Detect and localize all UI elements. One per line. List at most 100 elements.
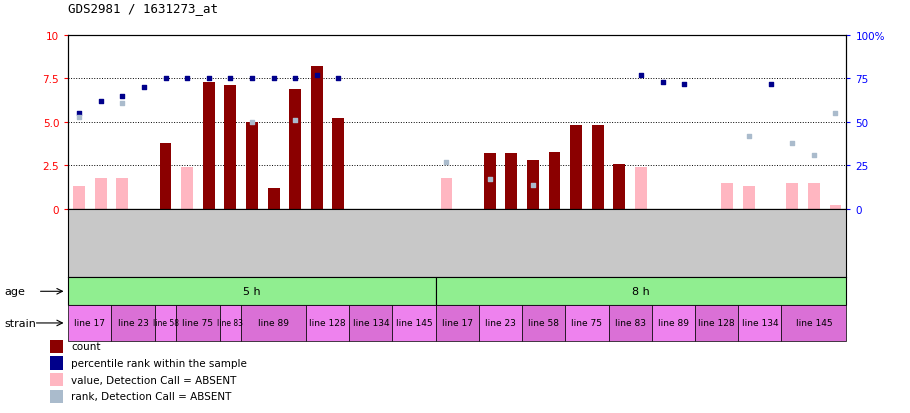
- Text: line 128: line 128: [698, 319, 735, 328]
- Point: [136, 85, 151, 91]
- Point: [677, 81, 692, 88]
- Point: [806, 152, 821, 159]
- Bar: [527, 161, 539, 209]
- Point: [115, 93, 129, 100]
- Text: line 134: line 134: [742, 319, 778, 328]
- Text: line 83: line 83: [614, 319, 646, 328]
- Bar: [830, 206, 842, 209]
- Bar: [743, 187, 755, 209]
- Bar: [95, 178, 106, 209]
- Point: [115, 100, 129, 107]
- Point: [158, 76, 173, 83]
- Bar: [50, 373, 63, 386]
- Bar: [155, 306, 177, 341]
- Bar: [68, 306, 111, 341]
- Text: count: count: [71, 342, 100, 351]
- Text: line 58: line 58: [153, 319, 178, 328]
- Bar: [311, 67, 323, 209]
- Bar: [225, 86, 237, 209]
- Text: line 89: line 89: [658, 319, 689, 328]
- Point: [245, 76, 259, 83]
- Bar: [50, 356, 63, 370]
- Bar: [116, 178, 128, 209]
- Bar: [349, 306, 392, 341]
- Text: line 134: line 134: [352, 319, 389, 328]
- Bar: [738, 306, 782, 341]
- Point: [633, 73, 648, 79]
- Point: [288, 118, 302, 124]
- Bar: [246, 123, 258, 209]
- Point: [440, 159, 454, 166]
- Text: line 128: line 128: [309, 319, 346, 328]
- Text: line 23: line 23: [117, 319, 148, 328]
- Point: [245, 119, 259, 126]
- Bar: [635, 168, 647, 209]
- Bar: [522, 306, 565, 341]
- Bar: [479, 306, 522, 341]
- Point: [201, 76, 216, 83]
- Bar: [177, 306, 219, 341]
- Point: [267, 76, 281, 83]
- Bar: [440, 178, 452, 209]
- Bar: [436, 278, 846, 306]
- Bar: [181, 168, 193, 209]
- Point: [785, 140, 800, 147]
- Text: rank, Detection Call = ABSENT: rank, Detection Call = ABSENT: [71, 392, 231, 401]
- Bar: [652, 306, 695, 341]
- Bar: [73, 187, 85, 209]
- Bar: [332, 119, 344, 209]
- Bar: [782, 306, 846, 341]
- Point: [482, 177, 497, 183]
- Bar: [571, 126, 582, 209]
- Text: strain: strain: [5, 318, 36, 328]
- Bar: [50, 340, 63, 353]
- Bar: [436, 306, 479, 341]
- Bar: [241, 306, 306, 341]
- Bar: [549, 152, 561, 209]
- Text: age: age: [5, 287, 25, 297]
- Text: line 145: line 145: [795, 319, 832, 328]
- Bar: [722, 183, 733, 209]
- Point: [288, 76, 302, 83]
- Bar: [289, 90, 301, 209]
- Point: [331, 76, 346, 83]
- Point: [828, 111, 843, 117]
- Bar: [392, 306, 436, 341]
- Bar: [111, 306, 155, 341]
- Bar: [306, 306, 349, 341]
- Bar: [268, 189, 279, 209]
- Bar: [786, 183, 798, 209]
- Bar: [50, 390, 63, 403]
- Text: percentile rank within the sample: percentile rank within the sample: [71, 358, 247, 368]
- Text: line 75: line 75: [182, 319, 214, 328]
- Text: line 83: line 83: [217, 319, 243, 328]
- Text: GDS2981 / 1631273_at: GDS2981 / 1631273_at: [68, 2, 218, 15]
- Text: 8 h: 8 h: [632, 287, 650, 297]
- Bar: [609, 306, 652, 341]
- Bar: [505, 154, 517, 209]
- Bar: [484, 154, 496, 209]
- Point: [526, 182, 541, 188]
- Text: line 145: line 145: [396, 319, 432, 328]
- Point: [309, 73, 324, 79]
- Point: [655, 79, 670, 86]
- Bar: [695, 306, 738, 341]
- Bar: [808, 183, 820, 209]
- Bar: [613, 164, 625, 209]
- Point: [72, 114, 86, 121]
- Point: [223, 76, 238, 83]
- Bar: [68, 278, 436, 306]
- Point: [72, 111, 86, 117]
- Point: [94, 99, 108, 105]
- Text: line 17: line 17: [75, 319, 106, 328]
- Point: [742, 133, 756, 140]
- Bar: [159, 143, 171, 209]
- Text: 5 h: 5 h: [243, 287, 261, 297]
- Point: [763, 81, 778, 88]
- Text: line 23: line 23: [485, 319, 516, 328]
- Bar: [592, 126, 603, 209]
- Point: [180, 76, 195, 83]
- Text: line 58: line 58: [528, 319, 560, 328]
- Text: line 17: line 17: [441, 319, 473, 328]
- Bar: [203, 83, 215, 209]
